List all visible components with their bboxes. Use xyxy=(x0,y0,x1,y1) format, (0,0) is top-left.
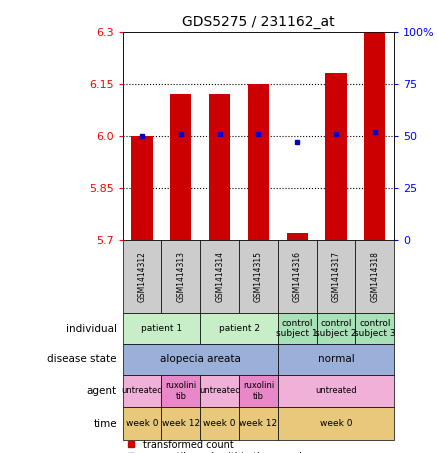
Text: patient 2: patient 2 xyxy=(219,324,260,333)
Bar xyxy=(123,375,162,407)
Bar xyxy=(123,407,162,440)
Bar xyxy=(162,240,200,313)
Text: disease state: disease state xyxy=(47,354,117,364)
Text: week 0: week 0 xyxy=(320,419,352,428)
Bar xyxy=(364,32,385,240)
Text: GSM1414314: GSM1414314 xyxy=(215,251,224,302)
Text: GSM1414315: GSM1414315 xyxy=(254,251,263,302)
Text: normal: normal xyxy=(318,354,354,364)
Bar xyxy=(123,313,200,344)
Bar xyxy=(278,344,394,375)
Bar xyxy=(200,375,239,407)
Bar xyxy=(325,73,346,240)
Text: time: time xyxy=(93,419,117,429)
Bar xyxy=(131,136,153,240)
Bar xyxy=(209,94,230,240)
Text: GSM1414317: GSM1414317 xyxy=(332,251,340,302)
Text: control
subject 2: control subject 2 xyxy=(315,319,357,338)
Text: GSM1414318: GSM1414318 xyxy=(370,251,379,302)
Bar xyxy=(355,240,394,313)
Bar xyxy=(162,375,200,407)
Bar xyxy=(278,407,394,440)
Text: individual: individual xyxy=(66,324,117,334)
Bar xyxy=(278,313,317,344)
Bar xyxy=(123,240,162,313)
Text: ruxolini
tib: ruxolini tib xyxy=(243,381,274,400)
Bar xyxy=(200,407,239,440)
Bar xyxy=(248,84,269,240)
Text: control
subject 1: control subject 1 xyxy=(276,319,318,338)
Text: untreated: untreated xyxy=(121,386,163,395)
Text: control
subject 3: control subject 3 xyxy=(354,319,396,338)
Text: GSM1414312: GSM1414312 xyxy=(138,251,147,302)
Text: GSM1414313: GSM1414313 xyxy=(177,251,185,302)
Bar xyxy=(200,313,278,344)
Text: untreated: untreated xyxy=(315,386,357,395)
Title: GDS5275 / 231162_at: GDS5275 / 231162_at xyxy=(182,15,335,29)
Text: alopecia areata: alopecia areata xyxy=(160,354,240,364)
Bar xyxy=(239,375,278,407)
Bar xyxy=(278,375,394,407)
Bar xyxy=(317,313,355,344)
Bar xyxy=(278,240,317,313)
Bar xyxy=(317,240,355,313)
Text: week 0: week 0 xyxy=(126,419,158,428)
Bar xyxy=(162,407,200,440)
Legend: transformed count, percentile rank within the sample: transformed count, percentile rank withi… xyxy=(127,440,308,453)
Text: week 12: week 12 xyxy=(239,419,278,428)
Text: patient 1: patient 1 xyxy=(141,324,182,333)
Bar xyxy=(200,240,239,313)
Bar xyxy=(123,344,278,375)
Bar xyxy=(286,233,308,240)
Bar xyxy=(239,407,278,440)
Text: week 12: week 12 xyxy=(162,419,200,428)
Text: untreated: untreated xyxy=(199,386,240,395)
Text: GSM1414316: GSM1414316 xyxy=(293,251,302,302)
Text: agent: agent xyxy=(87,386,117,396)
Bar xyxy=(170,94,191,240)
Text: ruxolini
tib: ruxolini tib xyxy=(165,381,197,400)
Bar xyxy=(239,240,278,313)
Bar xyxy=(355,313,394,344)
Text: week 0: week 0 xyxy=(203,419,236,428)
